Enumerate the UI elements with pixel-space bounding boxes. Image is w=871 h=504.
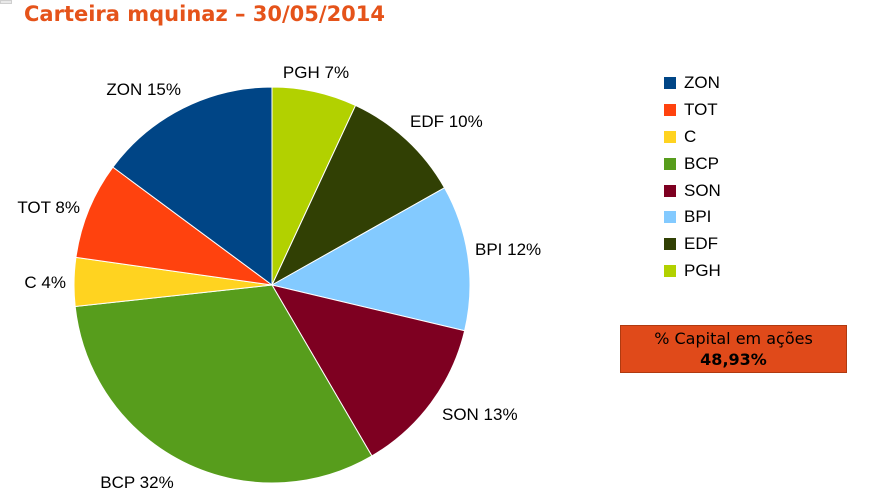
legend-label: BPI bbox=[684, 207, 712, 227]
legend-label: ZON bbox=[684, 73, 720, 93]
capital-summary-value: 48,93% bbox=[700, 350, 767, 369]
slice-label-bcp: BCP 32% bbox=[100, 473, 173, 492]
capital-summary-box: % Capital em ações 48,93% bbox=[620, 325, 847, 373]
pie-slice-son bbox=[270, 284, 466, 457]
slice-label-zon: ZON 15% bbox=[106, 80, 181, 99]
legend-swatch bbox=[664, 77, 676, 90]
legend-swatch bbox=[664, 104, 676, 117]
legend-item-tot: TOT bbox=[664, 97, 721, 124]
legend-label: C bbox=[684, 126, 697, 146]
pie-slice-bcp bbox=[74, 284, 373, 484]
legend-label: BCP bbox=[684, 153, 719, 173]
pie-slice-tot bbox=[75, 166, 273, 286]
capital-summary-title: % Capital em ações bbox=[654, 329, 813, 348]
slice-label-bpi: BPI 12% bbox=[475, 240, 541, 259]
legend-item-bpi: BPI bbox=[664, 204, 721, 231]
legend-item-c: C bbox=[664, 124, 721, 151]
legend-label: SON bbox=[684, 180, 721, 200]
chart-legend: ZON TOT C BCP SON BPI EDF PGH bbox=[664, 70, 721, 284]
window-corner-control bbox=[0, 0, 12, 4]
slice-label-son: SON 13% bbox=[442, 405, 518, 424]
legend-item-edf: EDF bbox=[664, 231, 721, 258]
slice-label-tot: TOT 8% bbox=[17, 198, 80, 217]
pie-slice-zon bbox=[112, 86, 273, 286]
legend-swatch bbox=[664, 211, 676, 224]
slice-label-c: C 4% bbox=[24, 273, 66, 292]
legend-label: TOT bbox=[684, 100, 718, 120]
legend-item-zon: ZON bbox=[664, 70, 721, 97]
legend-swatch bbox=[664, 184, 676, 197]
legend-swatch bbox=[664, 238, 676, 251]
pie-slice-edf bbox=[270, 104, 446, 287]
chart-title: Carteira mquinaz – 30/05/2014 bbox=[24, 2, 386, 26]
legend-swatch bbox=[664, 157, 676, 170]
legend-item-pgh: PGH bbox=[664, 258, 721, 285]
legend-label: PGH bbox=[684, 260, 721, 280]
legend-item-son: SON bbox=[664, 177, 721, 204]
legend-label: EDF bbox=[684, 234, 718, 254]
slice-label-edf: EDF 10% bbox=[410, 112, 483, 131]
slice-label-pgh: PGH 7% bbox=[283, 63, 349, 82]
pie-slice-bpi bbox=[270, 187, 471, 332]
legend-swatch bbox=[664, 130, 676, 143]
legend-item-bcp: BCP bbox=[664, 150, 721, 177]
legend-swatch bbox=[664, 264, 676, 277]
